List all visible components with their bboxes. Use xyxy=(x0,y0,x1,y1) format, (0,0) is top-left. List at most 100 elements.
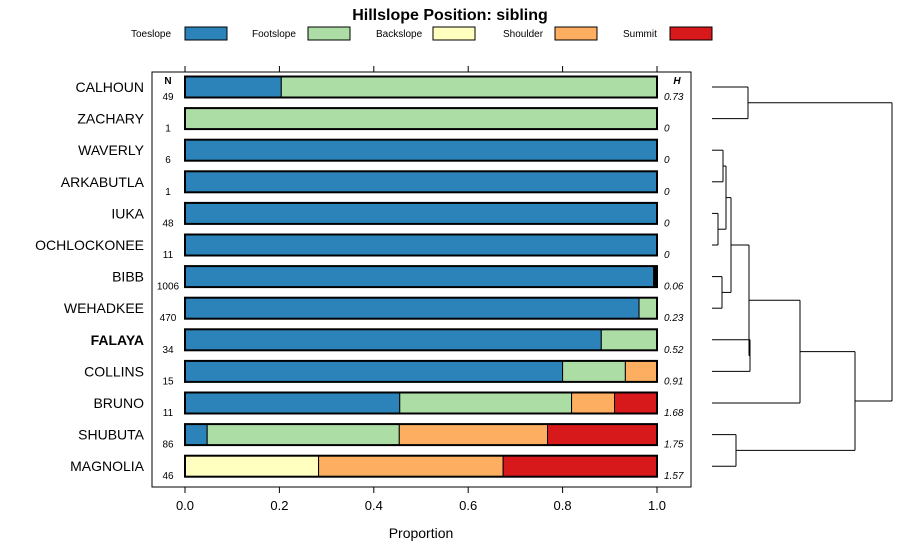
row-label: MAGNOLIA xyxy=(70,458,145,474)
bar-row: COLLINS 15 0.91 xyxy=(84,359,683,387)
row-label: OCHLOCKONEE xyxy=(35,237,144,253)
row-n-value: 46 xyxy=(162,471,174,482)
x-tick-label: 0.6 xyxy=(459,498,477,513)
bar-segment xyxy=(562,360,626,383)
bar-row: SHUBUTA 86 1.75 xyxy=(78,423,684,451)
x-tick-label: 0.2 xyxy=(270,498,288,513)
row-n-value: 6 xyxy=(165,155,171,166)
row-h-value: 0.91 xyxy=(664,376,683,387)
row-h-value: 0 xyxy=(664,155,670,166)
bar-segment xyxy=(184,297,640,320)
row-n-value: 1006 xyxy=(157,282,180,293)
row-label: CALHOUN xyxy=(76,79,144,95)
bar-segment xyxy=(184,202,658,225)
bar-segment xyxy=(571,392,616,414)
bar-row: BRUNO 11 1.68 xyxy=(93,391,684,419)
x-tick-label: 0.8 xyxy=(554,498,572,513)
bar-segment xyxy=(502,455,658,478)
bar-segment xyxy=(600,328,658,351)
x-axis: 0.0 0.2 0.4 0.6 0.8 1.0 xyxy=(176,487,666,513)
bar-segment xyxy=(399,392,573,414)
bar-outline xyxy=(184,359,658,383)
legend-swatch xyxy=(669,26,713,41)
row-label: SHUBUTA xyxy=(78,427,145,443)
row-h-value: 0 xyxy=(664,218,670,229)
plot-panel xyxy=(151,71,692,488)
legend-label: Backslope xyxy=(376,29,423,40)
bar-segment xyxy=(280,76,658,98)
bar-segment xyxy=(206,423,400,446)
bar-outline xyxy=(184,423,658,447)
row-n-value: 11 xyxy=(163,250,174,261)
bar-row: CALHOUN 49 0.73 xyxy=(76,75,684,103)
bar-outline xyxy=(184,170,658,194)
bar-segment xyxy=(184,455,320,478)
row-n-value: 11 xyxy=(163,408,174,419)
legend-swatch xyxy=(307,26,351,41)
bar-row: BIBB 1006 0.06 xyxy=(112,265,684,293)
bar-segment xyxy=(184,76,282,98)
row-n-value: 49 xyxy=(162,92,174,103)
row-label: ARKABUTLA xyxy=(61,174,145,190)
bar-row: FALAYA 34 0.52 xyxy=(91,328,684,356)
bar-outline xyxy=(184,233,658,257)
row-h-value: 0.52 xyxy=(664,345,684,356)
dendrogram xyxy=(712,86,893,467)
x-axis-label: Proportion xyxy=(389,525,454,541)
bar-segment xyxy=(184,328,602,351)
h-header: H xyxy=(673,76,681,87)
legend-label: Summit xyxy=(623,29,657,40)
bar-segment xyxy=(614,392,658,414)
legend-label: Shoulder xyxy=(503,29,544,40)
row-h-value: 1.68 xyxy=(664,408,684,419)
bar-row: MAGNOLIA 46 1.57 xyxy=(70,454,684,482)
row-n-value: 86 xyxy=(162,440,174,451)
row-label: BIBB xyxy=(112,269,144,285)
row-label: BRUNO xyxy=(93,395,144,411)
bar-outline xyxy=(184,391,658,415)
bar-segment xyxy=(398,423,548,446)
row-h-value: 0 xyxy=(664,250,670,261)
bar-outline xyxy=(184,75,658,99)
bar-row: IUKA 48 0 xyxy=(111,201,670,229)
bar-row: ARKABUTLA 1 0 xyxy=(61,170,670,198)
row-label: FALAYA xyxy=(91,332,144,348)
legend-swatch xyxy=(432,26,476,41)
bar-segment xyxy=(318,455,504,478)
x-tick-label: 0.0 xyxy=(176,498,194,513)
bar-row: WAVERLY 6 0 xyxy=(78,138,670,166)
legend-swatch xyxy=(554,26,598,41)
bar-outline xyxy=(184,138,658,162)
bar-outline xyxy=(184,328,658,352)
bar-segment xyxy=(184,234,658,256)
row-h-value: 0.06 xyxy=(664,282,684,293)
bar-segment xyxy=(546,423,658,446)
bar-outline xyxy=(184,201,658,225)
bar-segment xyxy=(184,392,401,414)
legend-label: Toeslope xyxy=(131,29,171,40)
chart-title: Hillslope Position: sibling xyxy=(352,7,548,24)
row-label: WEHADKEE xyxy=(64,300,144,316)
x-tick-label: 1.0 xyxy=(648,498,666,513)
bar-segment xyxy=(184,265,655,288)
bar-segment xyxy=(184,170,658,193)
bar-segment xyxy=(184,107,658,130)
legend: Toeslope Footslope Backslope Shoulder Summit xyxy=(131,26,713,41)
row-h-value: 0 xyxy=(664,124,670,135)
bar-row: WEHADKEE 470 0.23 xyxy=(64,296,684,324)
row-n-value: 1 xyxy=(165,124,171,135)
row-h-value: 1.57 xyxy=(664,471,684,482)
row-n-value: 34 xyxy=(162,345,174,356)
row-n-value: 48 xyxy=(162,218,174,229)
row-label: COLLINS xyxy=(84,363,144,379)
row-label: IUKA xyxy=(111,205,144,221)
n-header: N xyxy=(164,76,171,87)
bar-segment xyxy=(184,423,208,446)
row-h-value: 0 xyxy=(664,187,670,198)
row-label: WAVERLY xyxy=(78,142,145,158)
row-h-value: 1.75 xyxy=(664,440,684,451)
bar-outline xyxy=(184,107,658,131)
bar-segment xyxy=(624,360,658,383)
